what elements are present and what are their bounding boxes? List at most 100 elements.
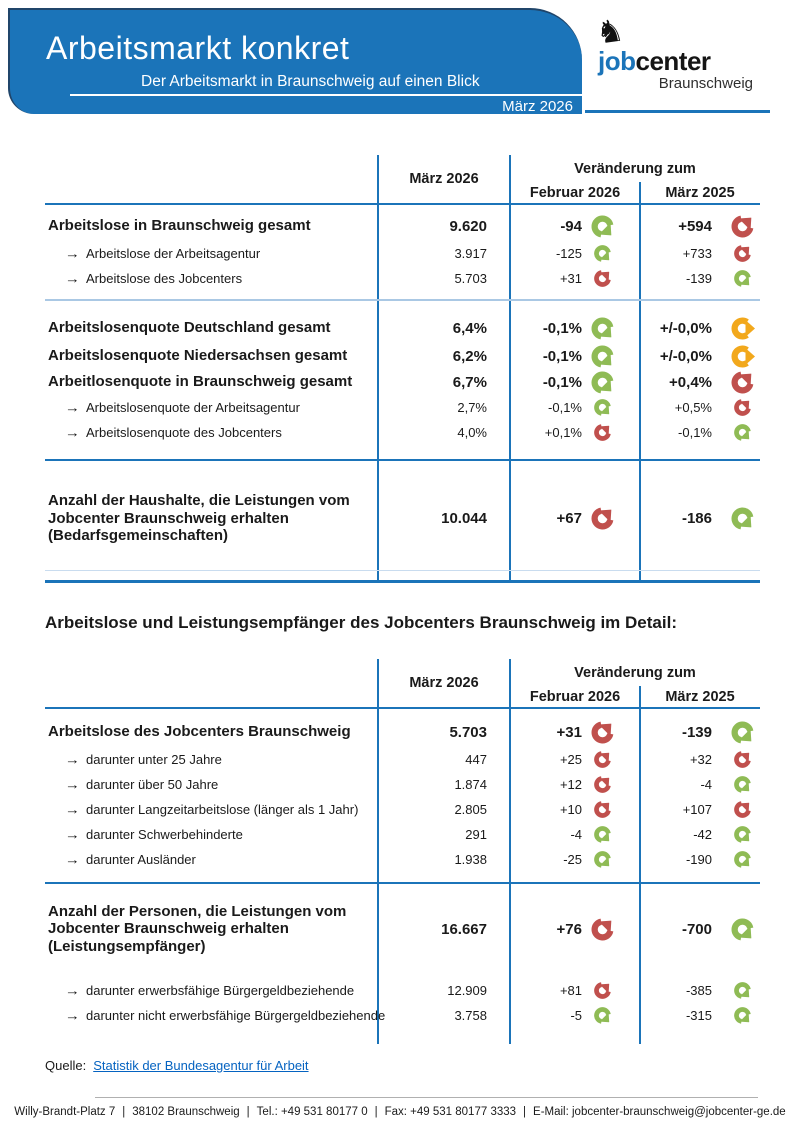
change-value: -139 [681, 723, 712, 741]
col-prev-month: Februar 2026 [529, 184, 621, 201]
change-prev-year: -42 [640, 825, 760, 844]
trend-down-icon [730, 775, 755, 794]
table-row: → Arbeitslosenquote des Jobcenters 4,0% +0,… [45, 420, 760, 445]
table-row: Arbeitslose in Braunschweig gesamt 9.620 -… [45, 211, 760, 241]
arrow-right-icon: → [65, 851, 80, 867]
trend-up-icon [590, 423, 615, 442]
trend-down-icon [590, 344, 615, 369]
row-label-text: darunter Schwerbehinderte [86, 826, 243, 842]
row-label: → Arbeitslose der Arbeitsagentur [45, 245, 378, 263]
change-prev-month: -0,1% [510, 370, 640, 395]
row-label-text: Arbeitslosenquote Niedersachsen gesamt [48, 347, 348, 365]
col-current: März 2026 [409, 171, 479, 187]
logo-city: Braunschweig [658, 75, 753, 92]
arrow-right-icon: → [65, 424, 80, 440]
table-row: Anzahl der Personen, die Leistungen vom … [45, 890, 760, 968]
row-label-text: darunter unter 25 Jahre [86, 751, 222, 767]
trend-down-icon [590, 370, 615, 395]
trend-up-icon [590, 775, 615, 794]
change-value: +12 [559, 777, 582, 792]
change-prev-year: -385 [640, 981, 760, 1000]
row-label-text: Arbeitslose des Jobcenters [86, 270, 243, 286]
page-title: Arbeitsmarkt konkret [46, 30, 350, 66]
trend-down-icon [590, 398, 615, 417]
change-value: -4 [700, 777, 712, 792]
trend-down-icon [730, 1006, 755, 1025]
change-value: -0,1% [542, 373, 582, 391]
value-current: 1.938 [454, 852, 487, 867]
footer-separator: | [122, 1106, 126, 1118]
change-prev-year: -700 [640, 917, 760, 942]
col-prev-year: März 2025 [665, 184, 735, 201]
trend-up-icon [590, 506, 615, 531]
table-row: Arbeitslosenquote Deutschland gesamt 6,4%… [45, 313, 760, 343]
arrow-right-icon: → [65, 270, 80, 286]
change-value: +/-0,0% [659, 347, 712, 365]
source-link[interactable]: Statistik der Bundesagentur für Arbeit [93, 1058, 309, 1073]
trend-up-icon [590, 750, 615, 769]
footer-divider [95, 1097, 758, 1098]
value-current: 16.667 [441, 920, 487, 938]
change-prev-year: +0,5% [640, 398, 760, 417]
trend-down-icon [730, 423, 755, 442]
change-value: -25 [563, 852, 582, 867]
column-divider [509, 659, 511, 1044]
table-row: → Arbeitslose der Arbeitsagentur 3.917 -125… [45, 241, 760, 266]
change-prev-year: -315 [640, 1006, 760, 1025]
row-label: → Arbeitslosenquote der Arbeitsagentur [45, 399, 378, 417]
arrow-right-icon: → [65, 982, 80, 998]
change-value: +107 [682, 802, 712, 817]
row-label: Arbeitslosenquote Niedersachsen gesamt [45, 347, 378, 365]
row-label-text: darunter Langzeitarbeitslose (länger als… [86, 801, 359, 817]
table-row: Arbeitslose des Jobcenters Braunschweig 5… [45, 717, 760, 747]
row-label: Arbeitslose des Jobcenters Braunschweig [45, 723, 378, 741]
footer-contact: Willy-Brandt-Platz 7 | 38102 Braunschweig |… [0, 1106, 800, 1118]
arrow-right-icon: → [65, 399, 80, 415]
change-prev-year: -186 [640, 506, 760, 531]
row-label: Anzahl der Personen, die Leistungen vom … [45, 903, 378, 956]
footer-separator: | [246, 1106, 250, 1118]
trend-up-icon [730, 370, 755, 395]
value-current: 2,7% [457, 400, 487, 415]
row-label: Anzahl der Haushalte, die Leistungen vom… [45, 492, 378, 545]
row-label-text: darunter erwerbsfähige Bürgergeldbeziehe… [86, 982, 355, 998]
change-prev-month: +31 [510, 720, 640, 745]
change-value: +10 [559, 802, 582, 817]
change-prev-year: -139 [640, 720, 760, 745]
row-label-text: Anzahl der Haushalte, die Leistungen vom… [48, 492, 350, 545]
change-prev-month: -0,1% [510, 398, 640, 417]
value-current: 291 [465, 827, 487, 842]
value-current: 5.703 [454, 271, 487, 286]
change-value: -94 [560, 217, 582, 235]
value-current: 9.620 [449, 217, 487, 235]
footer-item: 38102 Braunschweig [132, 1106, 240, 1118]
row-label: Arbeitslosenquote Deutschland gesamt [45, 319, 378, 337]
change-value: +733 [682, 246, 712, 261]
value-current: 4,0% [457, 425, 487, 440]
trend-up-icon [730, 398, 755, 417]
col-change-title: Veränderung zum [574, 664, 696, 681]
column-divider [639, 686, 641, 1044]
change-prev-month: +81 [510, 981, 640, 1000]
trend-up-icon [590, 269, 615, 288]
table-header: März 2026 Veränderung zum Februar 2026 M… [45, 155, 760, 205]
change-prev-month: +31 [510, 269, 640, 288]
jobcenter-logo: ♞ jobcenter Braunschweig [594, 12, 753, 92]
change-value: +32 [689, 752, 712, 767]
change-value: +0,5% [674, 400, 712, 415]
footer-item: Willy-Brandt-Platz 7 [14, 1106, 116, 1118]
row-group: Arbeitslose des Jobcenters Braunschweig 5… [45, 709, 760, 884]
change-value: -125 [555, 246, 582, 261]
change-prev-year: +594 [640, 214, 760, 239]
change-prev-year: -139 [640, 269, 760, 288]
row-label: Arbeitslose in Braunschweig gesamt [45, 217, 378, 235]
change-value: +/-0,0% [659, 319, 712, 337]
trend-down-icon [590, 825, 615, 844]
trend-down-icon [730, 981, 755, 1000]
change-prev-year: +32 [640, 750, 760, 769]
header-banner: Arbeitsmarkt konkret Der Arbeitsmarkt in… [8, 8, 582, 115]
trend-down-icon [590, 1006, 615, 1025]
change-value: -42 [693, 827, 712, 842]
logo-wordmark: jobcenter [598, 46, 711, 76]
